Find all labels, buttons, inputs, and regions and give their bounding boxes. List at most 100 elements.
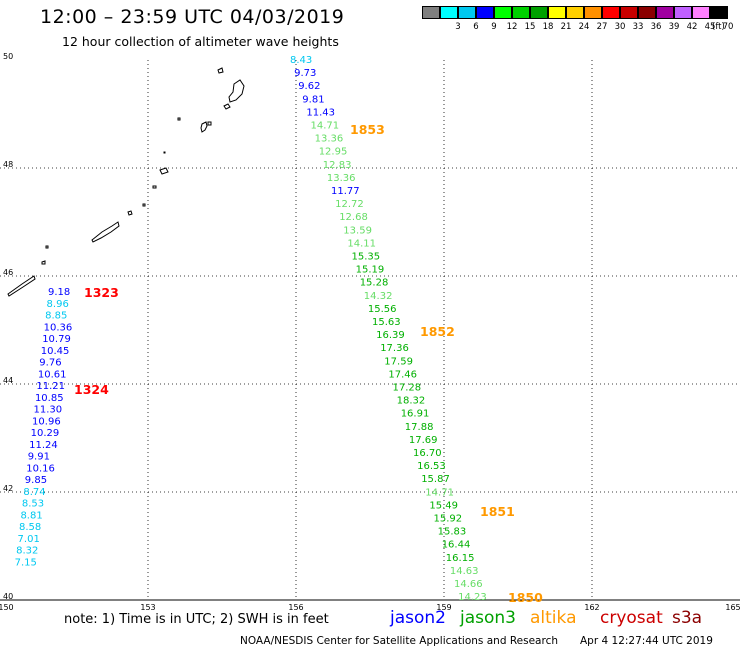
swh-value: 14.66 bbox=[454, 579, 483, 590]
legend-label: 24 bbox=[578, 22, 590, 32]
swh-value: 17.88 bbox=[405, 422, 434, 433]
swh-value: 15.19 bbox=[356, 265, 385, 276]
swh-value: 15.63 bbox=[372, 317, 401, 328]
swh-value: 14.71 bbox=[311, 121, 340, 132]
swh-value: 9.62 bbox=[298, 81, 320, 92]
swh-value: 9.76 bbox=[39, 358, 61, 369]
mission-label-altika: altika bbox=[530, 608, 577, 628]
legend-swatch bbox=[620, 6, 638, 19]
legend-swatch bbox=[458, 6, 476, 19]
swh-value: 13.59 bbox=[343, 225, 372, 236]
lon-tick-label: 153 bbox=[140, 603, 155, 612]
legend-swatch bbox=[638, 6, 656, 19]
swh-value: 8.74 bbox=[23, 487, 45, 498]
legend-label: 39 bbox=[668, 22, 680, 32]
lon-tick-label: 150 bbox=[0, 603, 14, 612]
legend-label: 45 bbox=[704, 22, 716, 32]
swh-value: 15.49 bbox=[429, 500, 458, 511]
swh-value: 10.61 bbox=[38, 369, 67, 380]
lat-tick-label: 48 bbox=[3, 160, 13, 169]
mission-label-jason2: jason2 bbox=[390, 608, 446, 628]
swh-value: 11.24 bbox=[29, 440, 58, 451]
credit-line: NOAA/NESDIS Center for Satellite Applica… bbox=[240, 635, 558, 647]
footnote: note: 1) Time is in UTC; 2) SWH is in fe… bbox=[64, 612, 329, 627]
swh-value: 8.96 bbox=[47, 299, 69, 310]
pass-time-labels: 1853 1852 1851 1850 1323 1324 bbox=[74, 122, 543, 605]
legend-label: 21 bbox=[560, 22, 572, 32]
swh-value: 15.56 bbox=[368, 304, 397, 315]
legend-swatch bbox=[584, 6, 602, 19]
swh-value: 9.91 bbox=[28, 452, 50, 463]
legend-swatch bbox=[656, 6, 674, 19]
swh-value: 9.18 bbox=[48, 287, 70, 298]
lat-tick-label: 40 bbox=[3, 592, 13, 601]
lon-tick-label: 165 bbox=[725, 603, 740, 612]
legend-swatch bbox=[440, 6, 458, 19]
swh-value: 12.83 bbox=[323, 160, 352, 171]
swh-value: 10.79 bbox=[42, 334, 71, 345]
swh-value: 11.21 bbox=[36, 381, 65, 392]
lat-tick-label: 46 bbox=[3, 268, 13, 277]
swh-value: 17.28 bbox=[393, 383, 422, 394]
swh-value: 16.39 bbox=[376, 330, 405, 341]
swh-value: 15.83 bbox=[438, 527, 467, 538]
coastline bbox=[7, 67, 245, 297]
pass-time-label: 1324 bbox=[74, 382, 109, 397]
lat-tick-label: 44 bbox=[3, 376, 13, 385]
legend-unit: (ft) bbox=[712, 22, 725, 32]
swh-value: 17.69 bbox=[409, 435, 438, 446]
swh-value: 16.15 bbox=[446, 553, 475, 564]
swh-value: 11.43 bbox=[306, 107, 335, 118]
legend-label: 42 bbox=[686, 22, 698, 32]
swh-value: 8.58 bbox=[19, 522, 41, 533]
legend-swatch bbox=[710, 6, 728, 19]
swh-value: 10.16 bbox=[26, 463, 55, 474]
track-cryosat-west: 9.188.968.8510.3610.7910.459.7610.6111.2… bbox=[15, 287, 73, 568]
legend-label: 30 bbox=[614, 22, 626, 32]
swh-value: 16.70 bbox=[413, 448, 442, 459]
swh-value: 14.63 bbox=[450, 566, 479, 577]
swh-value: 14.32 bbox=[364, 291, 393, 302]
lon-tick-label: 159 bbox=[436, 603, 451, 612]
pass-time-label: 1850 bbox=[508, 590, 543, 605]
swh-value: 14.23 bbox=[458, 592, 487, 603]
legend-swatch bbox=[422, 6, 440, 19]
swh-value: 11.77 bbox=[331, 186, 360, 197]
swh-value: 12.95 bbox=[319, 147, 348, 158]
page-subtitle: 12 hour collection of altimeter wave hei… bbox=[62, 34, 339, 49]
legend-label: 15 bbox=[524, 22, 536, 32]
legend-swatch bbox=[602, 6, 620, 19]
swh-value: 16.53 bbox=[417, 461, 446, 472]
lon-tick-label: 156 bbox=[288, 603, 303, 612]
swh-value: 18.32 bbox=[397, 396, 426, 407]
swh-value: 10.45 bbox=[41, 346, 70, 357]
track-altika-east: 8.43 9.73 9.62 9.81 11.43 14.71 13.36 12.95 12.8… bbox=[290, 55, 487, 603]
legend-swatch bbox=[692, 6, 710, 19]
swh-value: 8.85 bbox=[45, 311, 67, 322]
mission-label-jason3: jason3 bbox=[460, 608, 516, 628]
swh-value: 10.36 bbox=[44, 322, 73, 333]
swh-value: 8.81 bbox=[20, 510, 42, 521]
swh-value: 7.01 bbox=[18, 534, 40, 545]
swh-value: 9.81 bbox=[302, 94, 324, 105]
legend-swatch bbox=[566, 6, 584, 19]
swh-value: 14.71 bbox=[425, 487, 454, 498]
swh-value: 10.85 bbox=[35, 393, 64, 404]
pass-time-label: 1323 bbox=[84, 285, 119, 300]
legend-label: 36 bbox=[650, 22, 662, 32]
swh-value: 9.73 bbox=[294, 68, 316, 79]
legend-swatch bbox=[476, 6, 494, 19]
swh-value: 15.87 bbox=[421, 474, 450, 485]
swh-value: 16.91 bbox=[401, 409, 430, 420]
swh-value: 17.59 bbox=[384, 356, 413, 367]
legend-label: 70 bbox=[722, 22, 734, 32]
legend-swatch bbox=[530, 6, 548, 19]
swh-value: 15.28 bbox=[360, 278, 389, 289]
swh-value: 11.30 bbox=[34, 405, 63, 416]
swh-value: 10.96 bbox=[32, 416, 61, 427]
swh-value: 8.32 bbox=[16, 546, 38, 557]
swh-value: 13.36 bbox=[327, 173, 356, 184]
swh-value: 17.46 bbox=[388, 369, 417, 380]
pass-time-label: 1853 bbox=[350, 122, 385, 137]
mission-label-cryosat: cryosat bbox=[600, 608, 663, 628]
